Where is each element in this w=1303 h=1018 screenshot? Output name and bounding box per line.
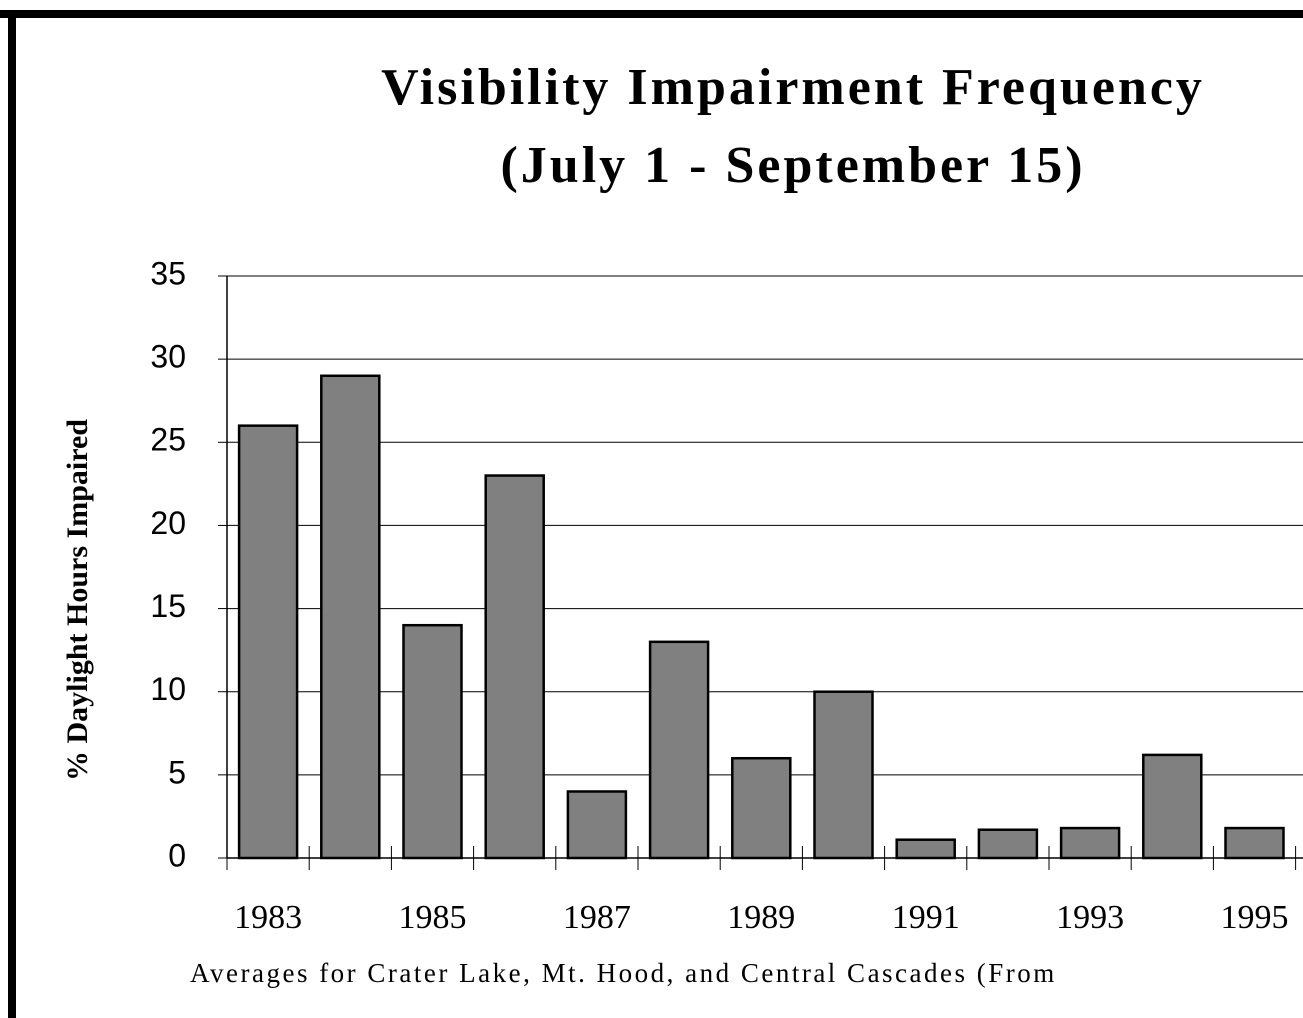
bar [895,838,956,860]
x-tick-label: 1993 [1056,899,1124,936]
x-tick-label: 1983 [234,899,302,936]
bar [566,790,628,860]
bar [731,756,792,860]
bar [1059,826,1121,860]
x-tick-label: 1995 [1221,899,1289,936]
bar [237,424,299,860]
y-tick-label: 30 [150,339,186,375]
y-tick-label: 10 [150,671,186,707]
bar [1224,826,1285,860]
y-tick-label: 0 [168,837,186,873]
chart-subtitle: (July 1 - September 15) [500,137,1085,194]
bar [977,828,1039,860]
bar [402,623,463,860]
x-tick-label: 1991 [892,899,960,936]
y-axis-label: % Daylight Hours Impaired [61,419,94,781]
chart-title: Visibility Impairment Frequency [381,59,1205,116]
y-tick-label: 35 [150,255,186,291]
x-tick-label: 1987 [563,899,631,936]
x-tick-label: 1989 [727,899,795,936]
bar [648,640,710,860]
y-tick-label: 15 [150,588,186,624]
bar [813,690,874,860]
bar [484,474,545,860]
bar [320,374,381,860]
bar [1142,753,1203,860]
y-tick-label: 20 [150,505,186,541]
x-axis-label: Averages for Crater Lake, Mt. Hood, and … [190,958,1057,988]
x-tick-label: 1985 [399,899,467,936]
y-tick-label: 25 [150,422,186,458]
y-tick-label: 5 [168,754,186,790]
